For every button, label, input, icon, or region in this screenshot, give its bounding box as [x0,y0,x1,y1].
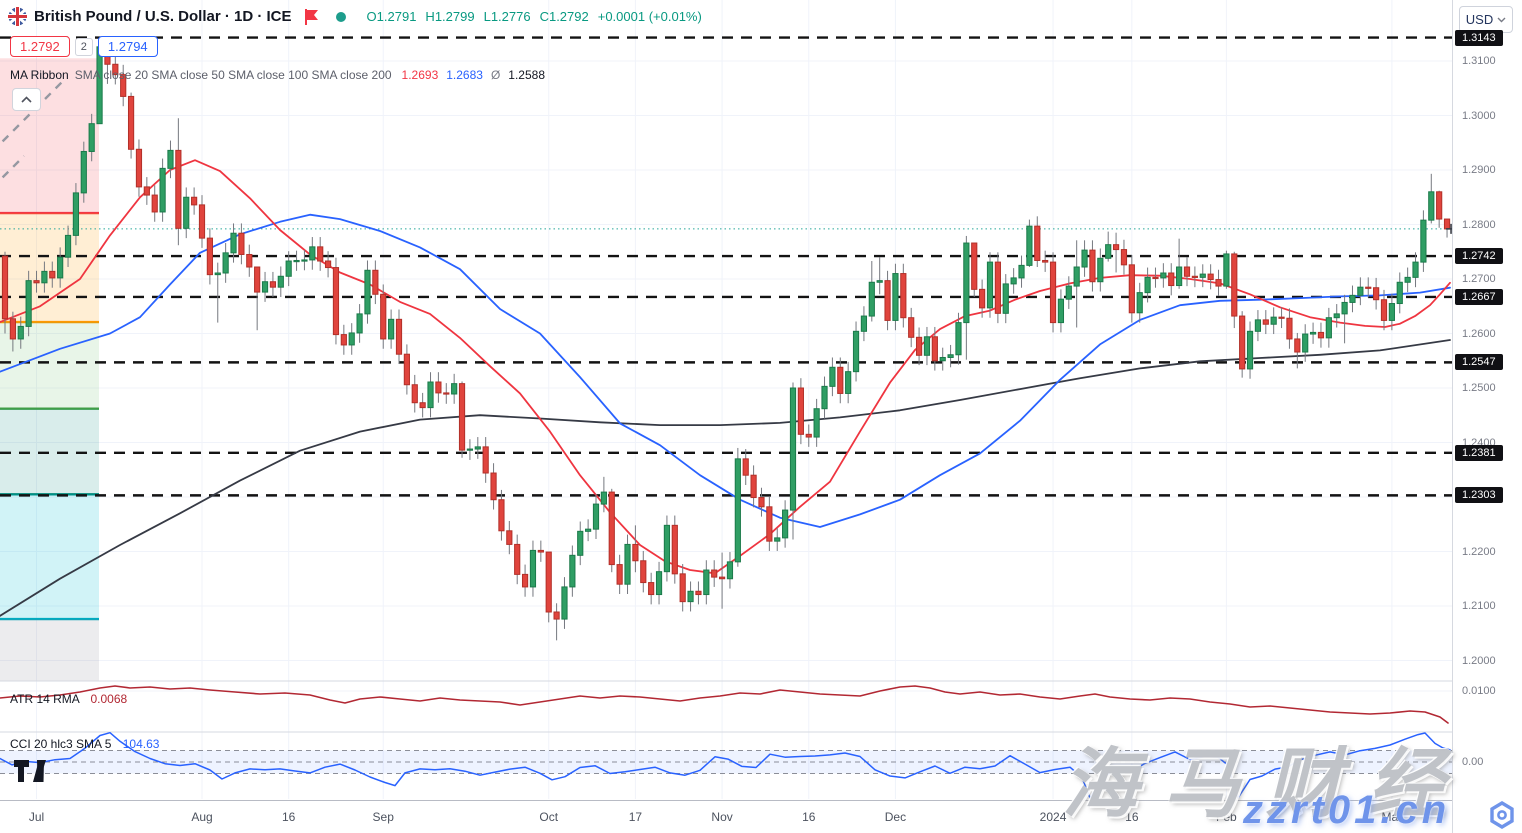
time-axis[interactable]: Jul Aug 16 Sep Oct 17 Nov 16 Dec 2024 16 Feb Mar [0,800,1522,833]
ma-ribbon-title: MA Ribbon [10,68,69,82]
time-tick-label: Jul [28,810,45,824]
sma100-empty: Ø [490,68,501,82]
cci-tick-label: 0.00 [1462,756,1484,768]
price-tick-label: 1.2500 [1462,382,1496,394]
price-tick-label: 1.2700 [1462,273,1496,285]
price-tick-label: 1.2900 [1462,164,1496,176]
ma-ribbon-legend[interactable]: MA Ribbon SMA close 20 SMA close 50 SMA c… [10,68,545,82]
time-tick-label: Feb [1216,810,1237,824]
ask-price-pill[interactable]: 1.2794 [97,36,158,57]
time-tick-label: Oct [539,810,559,824]
price-tick-label: 1.3100 [1462,55,1496,67]
collapse-toolbar-button[interactable] [12,88,41,111]
sma200-value: 1.2588 [508,68,545,82]
candles [1,37,1451,641]
high-value: 1.2799 [434,9,475,24]
price-level-pill: 1.2303 [1455,487,1503,504]
price-tick-label: 1.3000 [1462,109,1496,122]
cci-legend[interactable]: CCI 20 hlc3 SMA 5 104.63 [10,737,159,751]
price-level-pill: 1.2667 [1455,288,1503,305]
change-value: +0.0001 (+0.01%) [597,9,702,24]
atr-tick-label: 0.0100 [1462,685,1496,697]
price-level-pill: 1.2381 [1455,444,1503,461]
bid-price-pill[interactable]: 1.2792 [10,36,70,57]
sma50-value: 1.2683 [446,68,483,82]
time-tick-label: Dec [884,810,907,824]
time-tick-label: 16 [281,810,296,824]
hexagon-icon [1487,800,1517,833]
price-tick-label: 1.2100 [1462,600,1496,612]
time-tick-label: 16 [1125,810,1139,824]
time-tick-label: Sep [372,810,394,824]
atr-label: ATR 14 RMA [10,692,80,706]
currency-label: USD [1465,12,1494,27]
cci-label: CCI 20 hlc3 SMA 5 [10,737,112,751]
currency-selector[interactable]: USD [1459,6,1513,33]
price-tick-label: 1.2000 [1462,654,1496,667]
time-tick-label: Aug [191,810,213,824]
time-tick-label: 16 [802,810,816,824]
symbol-title[interactable]: British Pound / U.S. Dollar · 1D · ICE [34,8,292,25]
price-tick-label: 1.2200 [1462,545,1496,558]
tradingview-logo[interactable] [14,760,50,787]
atr-legend[interactable]: ATR 14 RMA 0.0068 [10,692,127,706]
open-value: 1.2791 [376,9,417,24]
time-tick-label: Mar [1381,810,1403,824]
price-level-pill: 1.2742 [1455,248,1503,265]
price-tick-label: 1.2600 [1462,327,1496,340]
cci-value: 104.63 [122,737,160,751]
chart-canvas[interactable] [0,0,1452,800]
time-tick-label: 2024 [1039,810,1067,824]
price-level-pill: 1.3143 [1455,29,1503,46]
low-value: 1.2776 [490,9,531,24]
price-tick-label: 1.2800 [1462,218,1496,231]
atr-value: 0.0068 [90,692,128,706]
price-level-pill: 1.2547 [1455,354,1503,371]
close-value: 1.2792 [548,9,589,24]
ohlc-readout: O1.2791 H1.2799 L1.2776 C1.2792 +0.0001 … [366,9,702,24]
market-open-dot-icon[interactable] [335,11,346,22]
ma-ribbon-params: SMA close 20 SMA close 50 SMA close 100 … [74,68,392,82]
quote-row: 1.2792 2 1.2794 [10,36,158,57]
price-axis[interactable]: USD 1.3100 1.3000 1.2900 1.2800 1.2700 1.2600… [1452,0,1522,833]
chevron-down-icon [1497,17,1506,22]
symbol-header: British Pound / U.S. Dollar · 1D · ICE O… [8,7,702,26]
flag-icon[interactable] [304,8,319,25]
spread-pill: 2 [74,37,93,56]
sma20-value: 1.2693 [401,68,439,82]
chevron-up-icon [21,96,32,103]
domain-watermark: zzrt01.cn [1243,788,1451,832]
time-tick-label: Nov [711,810,733,824]
time-tick-label: 17 [628,810,643,824]
uk-flag-icon [8,7,27,26]
chinese-watermark: 海马财经 [1062,742,1470,827]
